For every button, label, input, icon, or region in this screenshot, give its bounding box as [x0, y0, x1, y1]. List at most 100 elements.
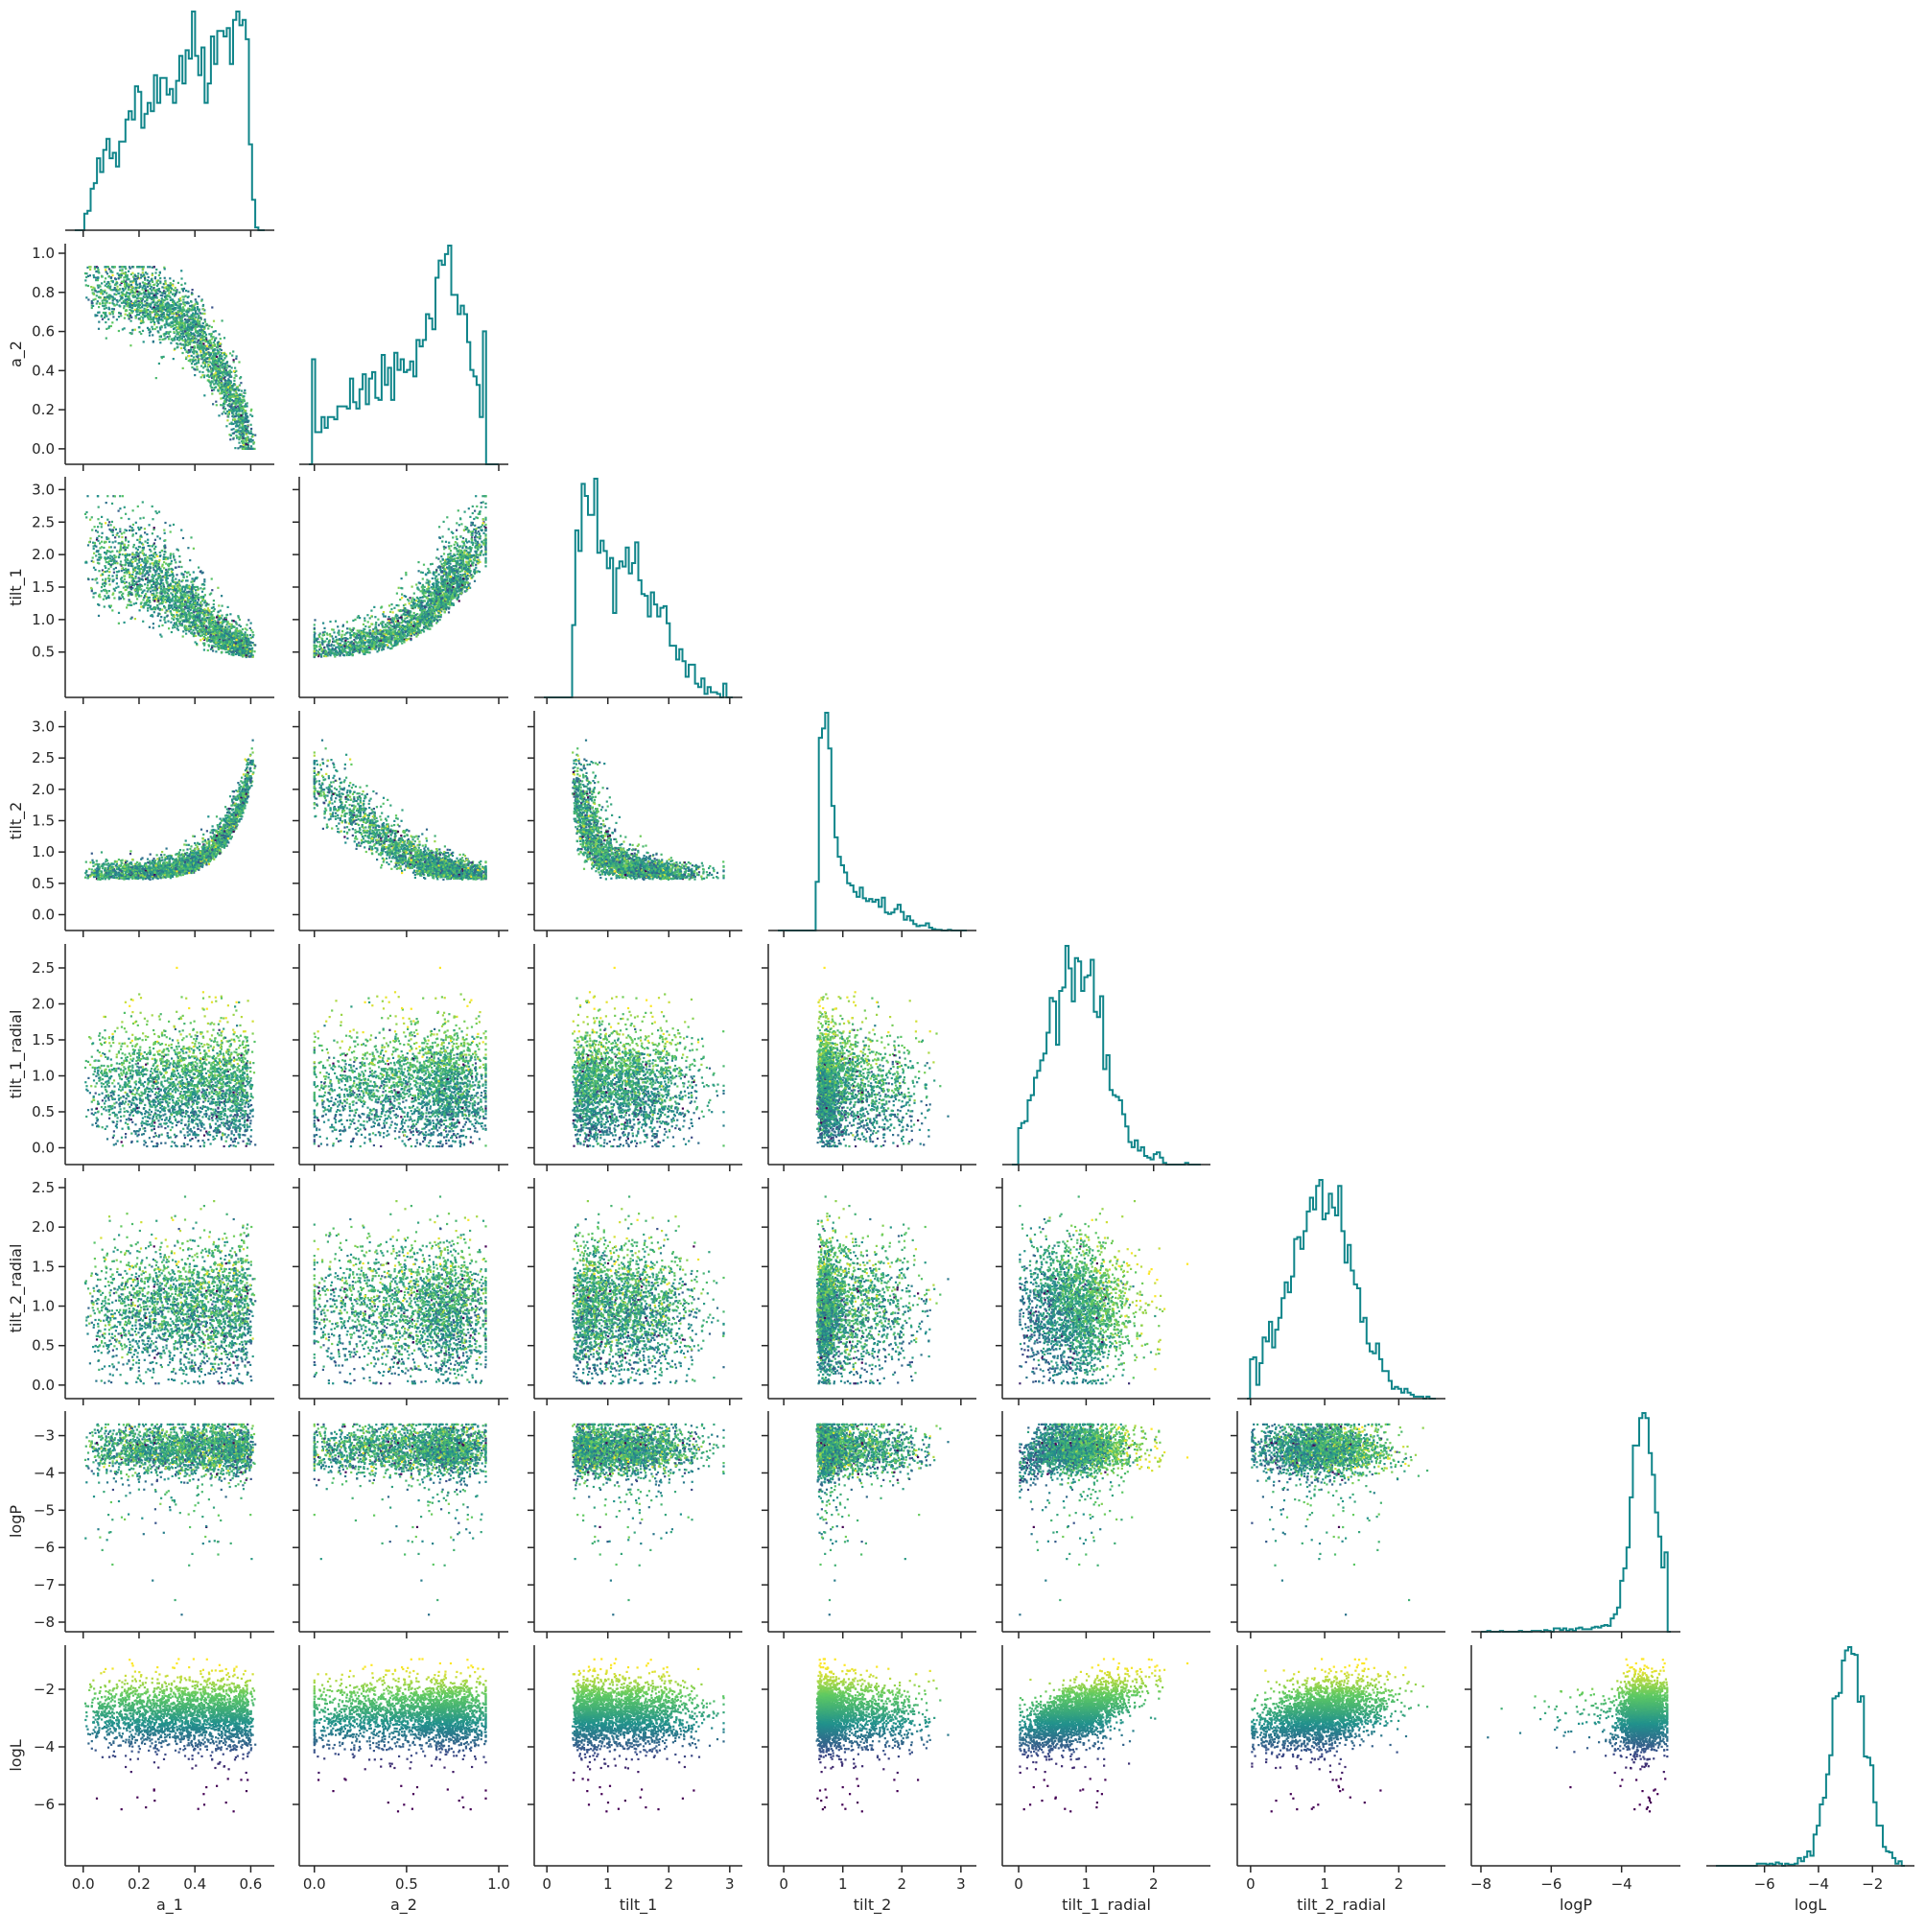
- scatter-point: [192, 359, 194, 361]
- scatter-point: [118, 330, 120, 332]
- scatter-point: [220, 372, 222, 374]
- scatter-point: [122, 288, 124, 290]
- scatter-point: [194, 374, 196, 376]
- scatter-point: [175, 287, 176, 289]
- scatter-point: [94, 298, 96, 300]
- scatter-point: [231, 366, 233, 368]
- scatter-point: [220, 338, 222, 340]
- scatter-point: [204, 318, 206, 320]
- scatter-point: [143, 341, 145, 342]
- scatter-point: [88, 266, 90, 268]
- scatter-point: [106, 307, 107, 309]
- scatter-point: [200, 365, 202, 367]
- scatter-point: [152, 328, 153, 330]
- scatter-point: [144, 304, 146, 306]
- scatter-point: [229, 438, 231, 440]
- scatter-point: [196, 301, 198, 303]
- scatter-point: [139, 307, 141, 309]
- scatter-point: [194, 364, 196, 365]
- scatter-point: [124, 318, 126, 319]
- scatter-point: [236, 423, 238, 425]
- scatter-point: [228, 390, 230, 392]
- scatter-point: [111, 311, 113, 313]
- scatter-point: [139, 283, 141, 285]
- scatter-point: [96, 291, 98, 293]
- scatter-point: [226, 411, 228, 412]
- scatter-point: [179, 335, 181, 337]
- scatter-point: [98, 306, 100, 308]
- scatter-point: [175, 318, 176, 319]
- scatter-point: [176, 343, 178, 345]
- scatter-point: [205, 337, 207, 339]
- scatter-point: [164, 323, 166, 325]
- scatter-point: [192, 340, 194, 342]
- scatter-point: [169, 277, 171, 279]
- scatter-point: [156, 285, 158, 287]
- scatter-point: [158, 288, 160, 290]
- scatter-point: [212, 359, 214, 361]
- scatter-point: [147, 306, 149, 308]
- scatter-point: [221, 389, 223, 390]
- scatter-point: [142, 271, 144, 273]
- scatter-point: [142, 304, 144, 306]
- scatter-point: [151, 290, 153, 292]
- scatter-point: [153, 299, 154, 301]
- scatter-point: [189, 305, 191, 307]
- scatter-point: [137, 311, 139, 313]
- scatter-point: [93, 274, 95, 276]
- scatter-point: [191, 355, 193, 357]
- scatter-point: [195, 360, 197, 362]
- scatter-point: [148, 303, 150, 305]
- scatter-point: [144, 300, 146, 302]
- scatter-point: [152, 312, 153, 314]
- scatter-point: [203, 394, 205, 396]
- scatter-point: [243, 399, 245, 401]
- scatter-point: [207, 351, 209, 353]
- scatter-point: [145, 283, 147, 285]
- scatter-point: [250, 428, 252, 430]
- scatter-point: [223, 337, 225, 339]
- scatter-point: [168, 338, 170, 340]
- scatter-point: [246, 402, 248, 404]
- scatter-point: [153, 266, 155, 268]
- scatter-point: [226, 419, 228, 421]
- scatter-point: [153, 301, 154, 303]
- scatter-point: [181, 336, 183, 338]
- scatter-point: [130, 307, 132, 309]
- scatter-point: [200, 300, 202, 302]
- scatter-point: [202, 305, 204, 307]
- scatter-point: [140, 333, 142, 335]
- scatter-point: [181, 343, 183, 345]
- scatter-point: [188, 351, 190, 353]
- scatter-point: [106, 328, 107, 330]
- scatter-point: [152, 334, 153, 336]
- scatter-point: [147, 309, 149, 311]
- scatter-point: [203, 347, 205, 349]
- scatter-point: [102, 293, 104, 295]
- scatter-point: [200, 312, 201, 314]
- scatter-point: [195, 298, 197, 300]
- scatter-point: [104, 299, 106, 301]
- scatter-point: [132, 310, 134, 312]
- scatter-point: [106, 338, 107, 340]
- scatter-point: [231, 404, 233, 406]
- scatter-point: [254, 435, 256, 436]
- scatter-a_1-vs-a_2: [84, 266, 256, 450]
- scatter-point: [199, 342, 200, 344]
- scatter-point: [182, 340, 184, 342]
- scatter-point: [154, 276, 156, 278]
- scatter-point: [214, 340, 216, 342]
- scatter-point: [147, 279, 149, 281]
- scatter-point: [232, 350, 234, 352]
- scatter-point: [250, 430, 252, 432]
- scatter-point: [164, 268, 166, 270]
- scatter-point: [150, 316, 152, 318]
- scatter-point: [173, 324, 175, 326]
- scatter-point: [149, 335, 151, 337]
- scatter-point: [137, 295, 139, 297]
- scatter-point: [218, 382, 220, 384]
- scatter-point: [191, 363, 193, 365]
- scatter-point: [217, 342, 219, 343]
- scatter-point: [201, 374, 203, 376]
